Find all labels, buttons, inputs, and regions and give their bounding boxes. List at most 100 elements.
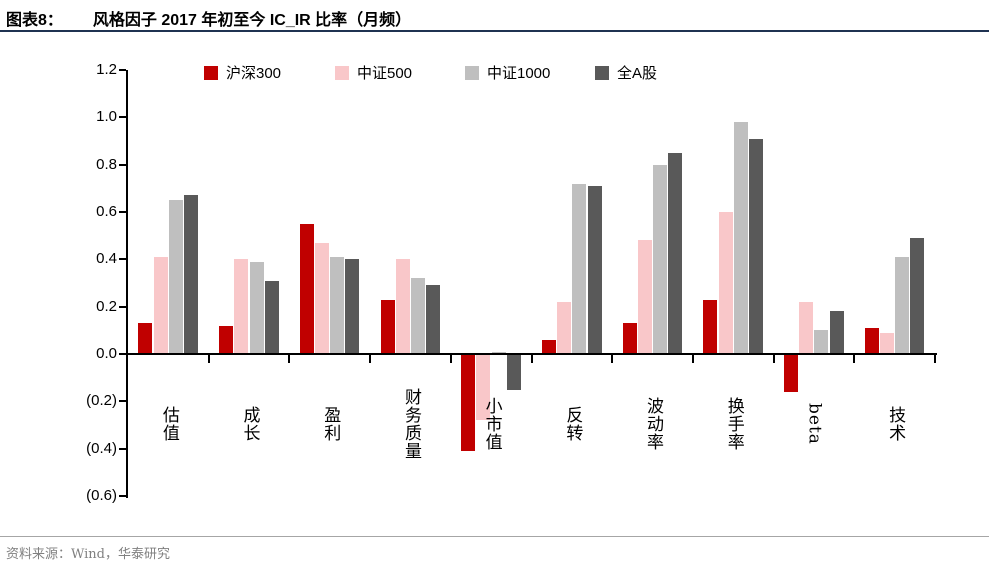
y-tick [119,400,126,403]
bar-沪深300-beta [784,354,798,392]
title-underline [0,30,989,32]
category-label-小市值: 小市值 [451,364,532,484]
x-tick [288,355,291,363]
y-tick-label: 0.4 [96,250,117,268]
bar-中证1000-估值 [168,200,183,354]
x-tick [369,355,372,363]
category-label-text: 小市值 [481,397,502,451]
bar-沪深300-波动率 [622,323,637,354]
category-label-成长: 成长 [209,364,290,484]
bar-沪深300-成长 [219,325,234,354]
bar-沪深300-估值 [138,323,153,354]
bar-沪深300-小市值 [461,354,476,452]
y-axis [126,70,128,498]
legend-label-hs300: 沪深300 [226,65,282,82]
y-tick-label: 1.2 [96,61,117,78]
category-label-波动率: 波动率 [612,364,693,484]
x-tick [772,355,775,363]
legend-item-hs300: 沪深300 [204,62,281,83]
bar-全A股-技术 [910,238,925,354]
bar-中证500-反转 [557,301,572,354]
bar-全A股-波动率 [668,152,683,354]
source-note: 资料来源：Wind，华泰研究 [6,547,170,562]
x-tick [934,355,936,363]
bar-中证500-盈利 [315,242,329,354]
y-tick [119,305,126,308]
figure-number: 图表8： [6,12,63,29]
page-title: 风格因子 2017 年初至今 IC_IR 比率（月频） [92,12,412,29]
y-tick [119,163,126,166]
bar-中证1000-技术 [895,256,910,354]
bar-中证1000-波动率 [653,164,667,354]
x-tick [691,355,694,363]
bar-中证500-成长 [234,259,249,354]
bar-中证500-技术 [879,332,894,354]
bar-中证500-换手率 [718,212,733,354]
bar-全A股-财务质量 [426,285,441,354]
legend-item-zz500: 中证500 [335,62,412,83]
bar-全A股-反转 [587,185,602,354]
category-label-text: 反转 [562,406,583,442]
category-label-text: 技术 [885,406,906,442]
category-label-text: beta [804,403,825,445]
y-tick [119,211,126,213]
legend-label-all-a: 全A股 [617,65,658,82]
bar-中证500-小市值 [476,354,491,421]
bar-中证1000-换手率 [733,122,748,354]
category-label-text: 成长 [239,406,260,442]
bar-全A股-盈利 [345,259,360,354]
bar-全A股-换手率 [748,138,763,354]
y-tick [119,353,126,355]
chart-header: 图表8： 风格因子 2017 年初至今 IC_IR 比率（月频） [6,6,411,30]
legend-swatch-hs300 [204,65,218,80]
y-tick-label: 0.6 [96,203,117,220]
legend-item-zz1000: 中证1000 [465,62,550,83]
y-tick-label: (0.6) [86,487,117,504]
bar-全A股-beta [829,311,844,354]
y-tick-label: 0.0 [96,345,117,362]
category-label-beta: beta [774,364,855,484]
category-label-text: 盈利 [320,406,341,442]
category-label-估值: 估值 [128,364,209,484]
y-tick [119,258,126,261]
x-tick [530,355,533,363]
bar-沪深300-换手率 [703,299,718,354]
category-label-反转: 反转 [532,364,613,484]
bar-沪深300-盈利 [299,223,314,354]
category-label-text: 波动率 [643,397,664,451]
x-tick [611,355,614,363]
bar-中证1000-小市值 [491,351,506,354]
y-tick-label: (0.4) [86,439,117,457]
y-tick-label: 0.8 [96,155,117,173]
y-tick [119,116,126,119]
legend-label-zz500: 中证500 [357,65,413,82]
y-tick [119,447,126,450]
category-label-换手率: 换手率 [693,364,774,484]
footer-divider [0,536,989,537]
bar-中证1000-财务质量 [410,278,425,354]
category-label-技术: 技术 [854,364,935,484]
legend-label-zz1000: 中证1000 [487,65,551,82]
y-tick [119,495,126,497]
legend-swatch-all-a [595,65,609,80]
category-label-text: 估值 [158,406,179,442]
y-tick-label: 1.0 [96,108,117,126]
y-tick-label: (0.2) [86,392,117,410]
bar-中证1000-成长 [249,261,264,354]
bar-沪深300-财务质量 [380,299,395,354]
category-label-财务质量: 财务质量 [370,364,451,484]
bar-中证500-估值 [153,256,168,354]
legend-swatch-zz1000 [465,65,479,80]
x-tick [853,355,856,363]
bar-中证500-beta [799,301,814,354]
category-label-盈利: 盈利 [289,364,370,484]
bar-沪深300-技术 [864,327,879,354]
legend-swatch-zz500 [335,65,349,80]
bar-全A股-成长 [264,280,279,354]
bar-中证1000-beta [814,330,829,354]
category-label-text: 财务质量 [400,388,421,460]
y-tick [119,69,126,71]
bar-全A股-估值 [184,195,198,354]
x-axis [126,353,937,355]
